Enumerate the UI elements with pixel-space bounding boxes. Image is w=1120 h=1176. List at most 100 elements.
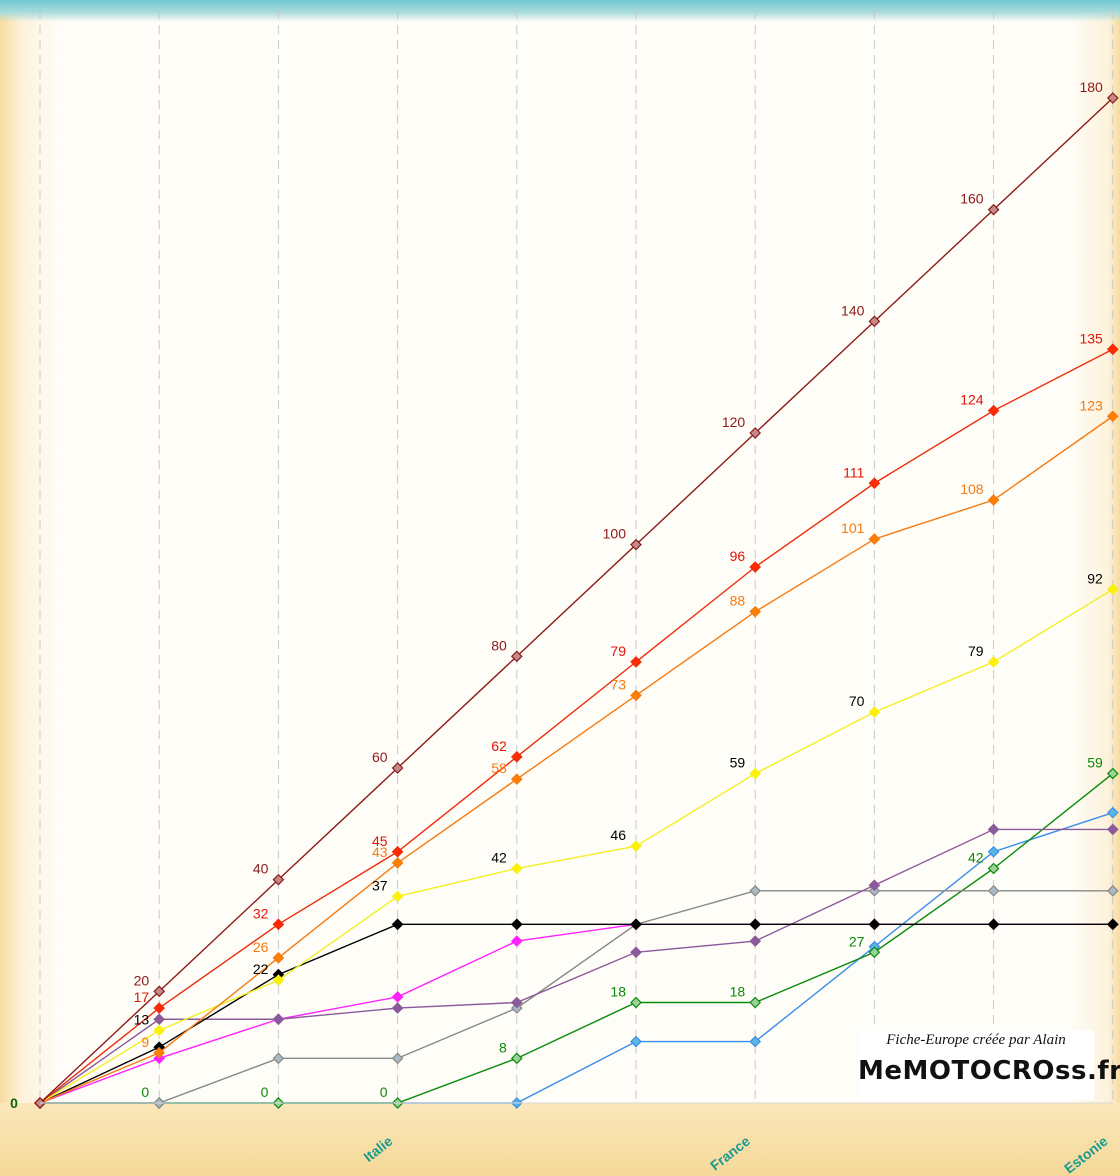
series-line-4 xyxy=(39,923,1113,1104)
data-point xyxy=(630,538,642,551)
x-tick-label: Italie xyxy=(360,1133,395,1165)
data-point xyxy=(630,918,642,931)
series-line-1 xyxy=(39,348,1114,1104)
data-point xyxy=(987,845,1000,858)
data-point xyxy=(868,533,881,545)
data-label: 100 xyxy=(603,526,627,542)
data-label: 73 xyxy=(610,676,626,692)
data-label: 43 xyxy=(372,844,388,860)
data-point xyxy=(1106,343,1119,356)
data-point xyxy=(391,1052,404,1065)
data-point xyxy=(630,1035,642,1048)
credit-box: Fiche-Europe créée par Alain MeMOTOCROss… xyxy=(858,1030,1120,1100)
data-point xyxy=(987,884,1000,897)
x-tick-label: Estonie xyxy=(1061,1133,1111,1176)
data-label: 13 xyxy=(134,1011,150,1027)
data-point xyxy=(510,1052,523,1065)
data-point xyxy=(749,935,762,947)
data-label: 111 xyxy=(843,464,864,480)
data-label: 18 xyxy=(730,984,746,1000)
data-point xyxy=(391,857,404,869)
data-label: 123 xyxy=(1079,397,1103,413)
data-label: 58 xyxy=(491,760,507,776)
data-label: 0 xyxy=(261,1084,269,1100)
data-point xyxy=(868,946,881,959)
data-point xyxy=(749,605,762,618)
x-tick-label: France xyxy=(707,1133,753,1174)
data-point xyxy=(749,884,762,897)
data-label: 101 xyxy=(841,520,865,536)
credit-text: Fiche-Europe créée par Alain xyxy=(886,1032,1066,1048)
data-label: 42 xyxy=(968,850,984,866)
brand-logo[interactable]: MeMOTOCROss.fr xyxy=(858,1056,1120,1086)
data-label: 42 xyxy=(491,850,507,866)
data-point xyxy=(868,879,881,892)
data-label: 180 xyxy=(1079,79,1103,95)
data-label: 22 xyxy=(253,961,269,977)
data-point xyxy=(630,946,642,959)
data-label: 46 xyxy=(610,827,626,843)
data-point xyxy=(749,561,762,573)
series-line-2 xyxy=(39,415,1114,1104)
data-label: 8 xyxy=(499,1039,507,1055)
data-point xyxy=(868,315,881,328)
data-point xyxy=(987,656,1000,668)
data-point xyxy=(272,873,285,886)
data-point xyxy=(272,1013,285,1026)
series-line-7 xyxy=(40,890,1113,1104)
data-label: 37 xyxy=(372,877,388,893)
data-point xyxy=(749,767,762,780)
data-point xyxy=(153,1013,166,1026)
data-point xyxy=(1106,92,1119,104)
data-point xyxy=(868,918,881,931)
data-point xyxy=(272,974,285,987)
data-label: 124 xyxy=(960,392,984,408)
data-point xyxy=(510,935,523,947)
data-point xyxy=(868,706,881,719)
data-point xyxy=(987,494,1000,506)
data-point xyxy=(391,890,404,903)
data-label: 27 xyxy=(849,933,865,949)
data-point xyxy=(391,762,404,774)
data-point xyxy=(153,1046,166,1059)
data-label: 70 xyxy=(849,693,865,709)
data-label: 26 xyxy=(253,939,269,955)
data-point xyxy=(630,996,642,1009)
data-point xyxy=(1106,918,1119,931)
data-label: 80 xyxy=(491,637,507,653)
data-point xyxy=(391,1002,404,1014)
data-point xyxy=(987,404,1000,417)
data-label: 59 xyxy=(1087,755,1103,771)
data-point xyxy=(630,689,642,702)
data-point xyxy=(510,650,523,663)
data-point xyxy=(391,918,404,931)
data-label: 96 xyxy=(730,548,746,564)
data-label: 60 xyxy=(372,749,388,765)
series-line-3 xyxy=(39,588,1114,1104)
data-point xyxy=(987,203,1000,216)
data-label: 17 xyxy=(134,989,150,1005)
data-label: 40 xyxy=(253,861,269,877)
series-line-5 xyxy=(39,828,1113,1104)
series-layer xyxy=(34,92,1119,1109)
data-label: 140 xyxy=(841,302,865,318)
data-label: 18 xyxy=(610,984,626,1000)
data-point xyxy=(987,862,1000,875)
data-point xyxy=(749,996,762,1009)
data-point xyxy=(630,840,642,853)
data-point xyxy=(510,750,523,763)
data-point xyxy=(868,477,881,490)
data-point xyxy=(510,918,523,931)
data-point xyxy=(749,918,762,931)
grid-layer xyxy=(39,10,1114,1103)
data-point xyxy=(510,773,523,786)
data-label: 160 xyxy=(960,191,984,207)
origin-label: 0 xyxy=(10,1095,18,1111)
data-point xyxy=(749,1035,762,1048)
data-label: 62 xyxy=(491,738,507,754)
data-label: 9 xyxy=(141,1034,149,1050)
data-point xyxy=(391,991,404,1003)
data-point xyxy=(1106,823,1119,836)
data-point xyxy=(1106,806,1119,819)
data-point xyxy=(630,656,642,668)
